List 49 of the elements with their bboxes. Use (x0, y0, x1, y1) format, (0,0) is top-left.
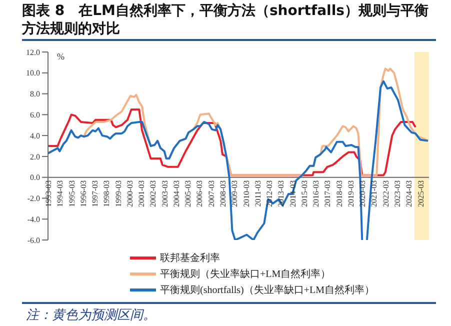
x-tick-label: 2008-03 (218, 180, 228, 208)
x-tick-label: 2007-03 (206, 180, 216, 208)
x-tick-label: 2015-03 (300, 180, 309, 208)
x-tick-label: 2005-03 (184, 180, 193, 208)
x-tick-label: 2025-03 (416, 180, 426, 208)
x-tick-label: 2010-03 (242, 180, 251, 208)
y-tick-label: 0.0 (30, 173, 40, 182)
y-tick-label: 10.0 (26, 68, 40, 78)
x-tick-label: 2011-03 (253, 180, 262, 207)
x-tick-label: 2022-03 (381, 180, 390, 208)
x-tick-label: 2016-03 (312, 180, 321, 208)
y-tick-label: 12.0 (26, 48, 40, 57)
y-tick-label: -2.0 (27, 194, 40, 204)
x-tick-label: 2014-03 (288, 180, 298, 208)
x-tick-label: 1994-03 (56, 180, 65, 208)
x-tick-label: 2020-03 (358, 180, 368, 208)
y-tick-label: 2.0 (30, 152, 40, 162)
x-tick-label: 2023-03 (393, 180, 402, 208)
x-tick-label: 2024-03 (404, 180, 414, 208)
x-tick-label: 2003-03 (160, 180, 170, 208)
x-tick-label: 1993-03 (44, 180, 53, 208)
x-tick-label: 1998-03 (102, 180, 112, 208)
x-tick-label: 1996-03 (78, 180, 88, 208)
x-tick-label: 1999-03 (114, 180, 123, 208)
x-tick-label: 1995-03 (67, 180, 76, 208)
x-tick-label: 2018-03 (334, 180, 344, 208)
x-tick-label: 2004-03 (172, 180, 181, 208)
y-tick-label: -4.0 (27, 214, 40, 224)
x-tick-label: 2019-03 (346, 180, 356, 208)
y-axis-title: % (57, 51, 65, 62)
x-tick-label: 2002-03 (148, 180, 158, 208)
text: 注：黄色为预测区间。 (26, 307, 156, 322)
x-tick-label: 2006-03 (195, 180, 204, 208)
chart-title: 图表 8 在LM自然利率下，平衡方法（shortfalls）规则与平衡方法规则的对比 (22, 2, 430, 38)
x-tick-label: 2013-03 (276, 180, 286, 208)
y-tick-label: 8.0 (30, 90, 40, 99)
x-tick-label: 2012-03 (265, 180, 274, 208)
x-tick-label: 1997-03 (90, 180, 100, 208)
legend-label: 平衡规则(shortfalls)（失业率缺口+LM自然利率） (160, 284, 375, 297)
y-tick-label: 6.0 (30, 110, 40, 120)
x-tick-label: 2009-03 (230, 180, 240, 208)
legend-label: 平衡规则（失业率缺口+LM自然利率） (160, 268, 331, 281)
legend-label: 联邦基金利率 (160, 252, 220, 265)
x-tick-label: 2017-03 (323, 180, 332, 208)
x-tick-label: 2000-03 (125, 180, 134, 208)
y-tick-label: -6.0 (27, 236, 40, 245)
x-tick-label: 2001-03 (137, 180, 146, 208)
x-tick-label: 2021-03 (370, 180, 379, 208)
y-tick-label: 4.0 (30, 131, 40, 140)
